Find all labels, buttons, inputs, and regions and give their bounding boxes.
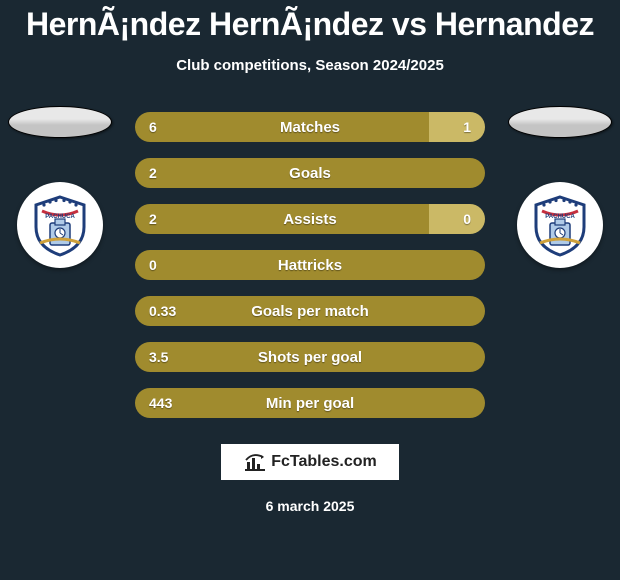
stat-bar: 6Matches1 — [135, 112, 485, 142]
stat-bar: 0.33Goals per match — [135, 296, 485, 326]
fctables-logo: FcTables.com — [221, 444, 399, 480]
stat-label: Goals — [135, 165, 485, 182]
main-area: PACHUCA 6Matches12Goals2Assists00Hattric… — [0, 112, 620, 418]
fctables-chart-icon — [243, 452, 267, 472]
stat-label: Min per goal — [135, 395, 485, 412]
stat-label: Shots per goal — [135, 349, 485, 366]
pachuca-crest-icon: PACHUCA — [28, 193, 92, 257]
club-crest-right: PACHUCA — [517, 182, 603, 268]
stat-value-right: 1 — [463, 119, 471, 135]
stat-label: Hattricks — [135, 257, 485, 274]
stat-bar: 2Assists0 — [135, 204, 485, 234]
stat-label: Matches — [135, 119, 485, 136]
comparison-card: HernÃ¡ndez HernÃ¡ndez vs Hernandez Club … — [0, 0, 620, 580]
stat-label: Assists — [135, 211, 485, 228]
stat-bars: 6Matches12Goals2Assists00Hattricks0.33Go… — [135, 112, 485, 418]
stat-bar: 0Hattricks — [135, 250, 485, 280]
page-subtitle: Club competitions, Season 2024/2025 — [0, 57, 620, 74]
fctables-logo-text: FcTables.com — [271, 453, 377, 471]
flag-left-icon — [8, 106, 112, 138]
stat-bar: 2Goals — [135, 158, 485, 188]
date-label: 6 march 2025 — [0, 498, 620, 514]
page-title: HernÃ¡ndez HernÃ¡ndez vs Hernandez — [0, 6, 620, 43]
player-left-panel: PACHUCA — [8, 106, 112, 268]
pachuca-crest-icon: PACHUCA — [528, 193, 592, 257]
stat-label: Goals per match — [135, 303, 485, 320]
flag-right-icon — [508, 106, 612, 138]
player-right-panel: PACHUCA — [508, 106, 612, 268]
stat-bar: 443Min per goal — [135, 388, 485, 418]
stat-value-right: 0 — [463, 211, 471, 227]
stat-bar: 3.5Shots per goal — [135, 342, 485, 372]
club-crest-left: PACHUCA — [17, 182, 103, 268]
